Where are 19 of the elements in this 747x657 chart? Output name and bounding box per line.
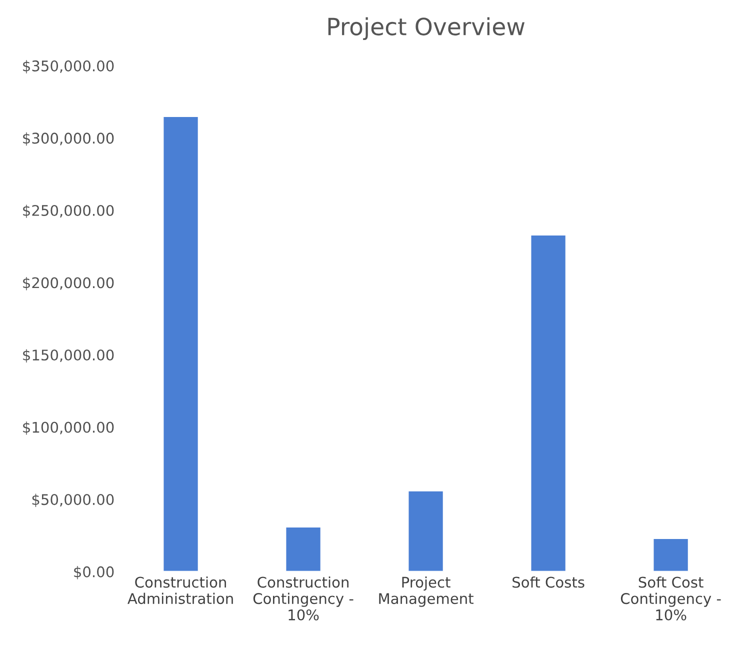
x-tick-label: Construction Administration: [128, 576, 233, 604]
y-tick-label: $300,000.00: [23, 132, 114, 146]
y-tick-label: $200,000.00: [23, 276, 114, 290]
chart-title: Project Overview: [328, 17, 525, 40]
y-tick-label: $150,000.00: [23, 349, 114, 362]
y-tick-label: $50,000.00: [32, 494, 114, 508]
x-tick-label: Soft Costs: [512, 576, 584, 588]
bar: [162, 116, 200, 572]
y-tick-label: $100,000.00: [23, 422, 114, 435]
bar: [530, 234, 567, 572]
bar: [284, 526, 322, 572]
x-tick-label: Construction Contingency - 10%: [253, 576, 354, 620]
bar: [407, 490, 444, 572]
x-tick-label: Project Management: [379, 576, 474, 607]
bar: [652, 538, 690, 572]
y-tick-label: $0.00: [74, 566, 114, 580]
y-tick-label: $350,000.00: [23, 60, 114, 74]
x-tick-label: Soft Cost Contingency - 10%: [620, 576, 721, 620]
y-tick-label: $250,000.00: [23, 204, 114, 218]
